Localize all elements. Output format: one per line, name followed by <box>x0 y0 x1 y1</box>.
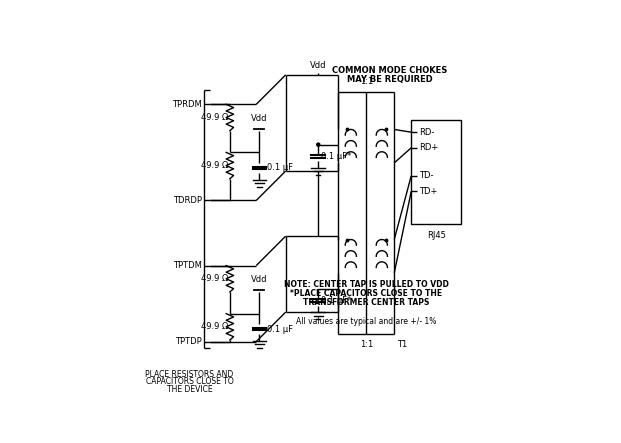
Text: 0.1 μF: 0.1 μF <box>267 163 293 172</box>
Text: TPRDM: TPRDM <box>172 100 202 109</box>
Text: 0.1 μF*: 0.1 μF* <box>320 296 351 305</box>
Text: RD-: RD- <box>419 128 435 137</box>
Bar <box>411 120 461 224</box>
Text: 49.9 Ω: 49.9 Ω <box>201 274 229 283</box>
Text: T1: T1 <box>397 340 407 349</box>
Text: 49.9 Ω: 49.9 Ω <box>201 161 229 170</box>
Text: 1:1: 1:1 <box>360 340 373 349</box>
Text: Vdd: Vdd <box>251 275 268 284</box>
Text: 49.9 Ω: 49.9 Ω <box>201 113 229 122</box>
Text: PLACE RESISTORS AND: PLACE RESISTORS AND <box>145 369 233 379</box>
Text: TPTDP: TPTDP <box>175 337 202 346</box>
Text: TDRDP: TDRDP <box>173 196 202 205</box>
Text: 1:1: 1:1 <box>360 77 373 86</box>
Text: 49.9 Ω: 49.9 Ω <box>201 323 229 331</box>
Text: TRANSFORMER CENTER TAPS: TRANSFORMER CENTER TAPS <box>303 298 430 307</box>
Text: 0.1 μF*: 0.1 μF* <box>320 152 351 161</box>
Text: NOTE: CENTER TAP IS PULLED TO VDD: NOTE: CENTER TAP IS PULLED TO VDD <box>284 280 449 289</box>
Text: Vdd: Vdd <box>251 114 268 123</box>
Text: THE DEVICE: THE DEVICE <box>167 385 212 394</box>
Text: TPTDM: TPTDM <box>173 261 202 270</box>
Text: RD+: RD+ <box>419 143 438 152</box>
Text: MAY BE REQUIRED: MAY BE REQUIRED <box>347 75 432 84</box>
Circle shape <box>317 143 320 146</box>
Text: Vdd: Vdd <box>310 61 327 70</box>
Text: *PLACE CAPACITORS CLOSE TO THE: *PLACE CAPACITORS CLOSE TO THE <box>290 289 442 298</box>
Text: TD-: TD- <box>419 171 433 180</box>
Text: 0.1 μF: 0.1 μF <box>267 325 293 334</box>
Text: CAPACITORS CLOSE TO: CAPACITORS CLOSE TO <box>146 377 233 386</box>
Text: COMMON MODE CHOKES: COMMON MODE CHOKES <box>332 66 447 75</box>
Text: TD+: TD+ <box>419 187 437 196</box>
Text: RJ45: RJ45 <box>427 232 445 241</box>
Text: All values are typical and are +/- 1%: All values are typical and are +/- 1% <box>296 317 437 326</box>
